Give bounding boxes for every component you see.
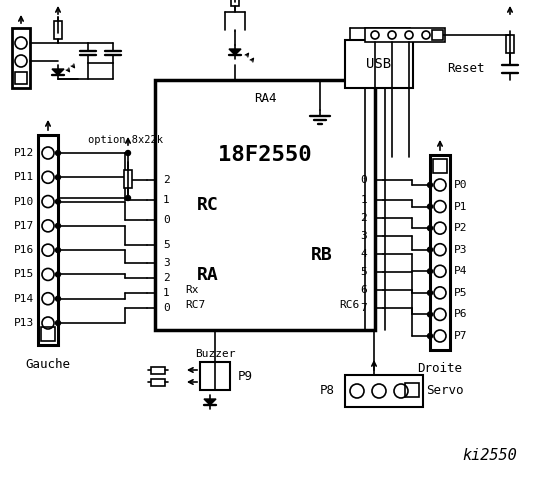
Circle shape <box>427 290 432 295</box>
Text: ki2550: ki2550 <box>463 447 518 463</box>
Circle shape <box>55 248 60 252</box>
Circle shape <box>55 296 60 301</box>
Text: P16: P16 <box>14 245 34 255</box>
Text: RC7: RC7 <box>185 300 205 310</box>
Bar <box>12 28 30 88</box>
Bar <box>405 383 419 397</box>
Text: Droite: Droite <box>418 361 462 374</box>
Circle shape <box>427 226 432 231</box>
Text: P15: P15 <box>14 269 34 279</box>
Polygon shape <box>52 69 64 75</box>
Text: RB: RB <box>311 246 333 264</box>
Text: P17: P17 <box>14 221 34 231</box>
Circle shape <box>55 199 60 204</box>
Text: 5: 5 <box>360 267 367 277</box>
Text: 6: 6 <box>360 285 367 295</box>
Text: P7: P7 <box>454 331 467 341</box>
Text: P6: P6 <box>454 310 467 319</box>
Text: RA: RA <box>197 266 219 284</box>
Bar <box>151 367 165 373</box>
Circle shape <box>427 182 432 188</box>
Text: 18F2550: 18F2550 <box>218 145 312 165</box>
Text: Gauche: Gauche <box>25 359 70 372</box>
Circle shape <box>55 321 60 325</box>
Circle shape <box>55 272 60 277</box>
Text: P14: P14 <box>14 294 34 304</box>
Text: RA4: RA4 <box>254 92 276 105</box>
Bar <box>155 80 375 330</box>
Text: P0: P0 <box>454 180 467 190</box>
Bar <box>54 21 62 39</box>
Text: 0: 0 <box>360 175 367 185</box>
Text: 0: 0 <box>163 215 170 225</box>
Text: P3: P3 <box>454 245 467 255</box>
Circle shape <box>427 204 432 209</box>
Text: P11: P11 <box>14 172 34 182</box>
Text: Buzzer: Buzzer <box>195 349 235 359</box>
Bar <box>124 170 132 188</box>
Bar <box>433 159 447 173</box>
Text: P9: P9 <box>237 370 253 383</box>
Text: USB: USB <box>367 57 392 71</box>
Text: 2: 2 <box>360 213 367 223</box>
Bar <box>151 379 165 385</box>
Circle shape <box>427 334 432 338</box>
Bar <box>41 327 55 341</box>
Text: Servo: Servo <box>426 384 464 397</box>
Polygon shape <box>229 49 241 55</box>
Bar <box>38 135 58 345</box>
Circle shape <box>427 269 432 274</box>
Text: 1: 1 <box>360 195 367 205</box>
Bar <box>231 0 239 6</box>
Text: P10: P10 <box>14 197 34 206</box>
Bar <box>345 375 423 407</box>
Text: P13: P13 <box>14 318 34 328</box>
Circle shape <box>427 312 432 317</box>
Circle shape <box>55 151 60 156</box>
Text: P8: P8 <box>320 384 335 397</box>
Bar <box>15 72 27 84</box>
Text: RC: RC <box>197 196 219 214</box>
Text: P1: P1 <box>454 202 467 212</box>
Text: 0: 0 <box>163 303 170 313</box>
Text: RC6: RC6 <box>340 300 360 310</box>
Text: P4: P4 <box>454 266 467 276</box>
Text: P12: P12 <box>14 148 34 158</box>
Bar <box>365 28 445 42</box>
Text: 5: 5 <box>163 240 170 250</box>
Circle shape <box>55 175 60 180</box>
Bar <box>506 35 514 53</box>
Text: Reset: Reset <box>447 62 485 75</box>
Text: P2: P2 <box>454 223 467 233</box>
Polygon shape <box>204 399 216 405</box>
Bar <box>200 362 230 390</box>
Text: P5: P5 <box>454 288 467 298</box>
Text: 3: 3 <box>163 258 170 268</box>
Bar <box>345 40 413 88</box>
Circle shape <box>427 247 432 252</box>
Text: 2: 2 <box>163 175 170 185</box>
Text: 2: 2 <box>163 273 170 283</box>
Text: 1: 1 <box>163 288 170 298</box>
Text: 3: 3 <box>360 231 367 241</box>
Bar <box>432 30 443 40</box>
Text: Rx: Rx <box>185 285 199 295</box>
Bar <box>430 155 450 350</box>
Circle shape <box>126 195 131 201</box>
Text: 7: 7 <box>360 303 367 313</box>
Circle shape <box>126 151 131 156</box>
Circle shape <box>55 223 60 228</box>
Text: 1: 1 <box>163 195 170 205</box>
Text: 4: 4 <box>360 249 367 259</box>
Text: option 8x22k: option 8x22k <box>88 135 164 145</box>
